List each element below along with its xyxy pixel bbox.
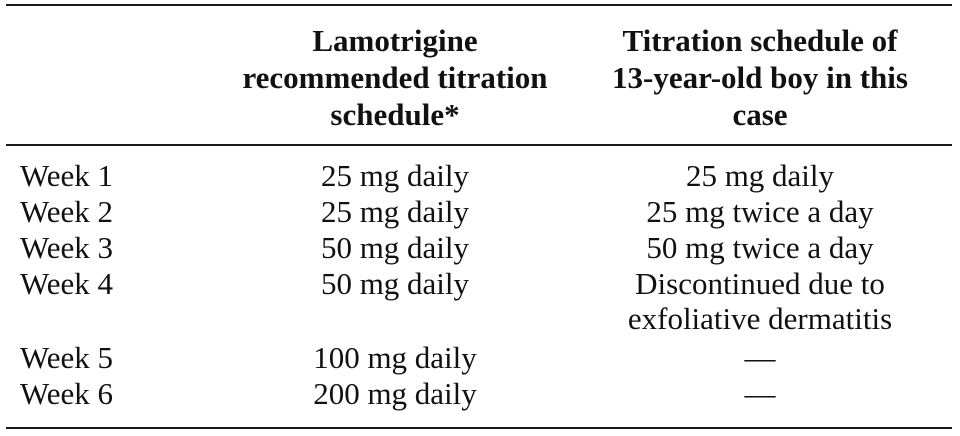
recommended-dose: 200 mg daily bbox=[313, 376, 477, 411]
case-dose: Discontinued due to exfoliative dermatit… bbox=[627, 266, 893, 336]
week-label: Week 6 bbox=[20, 376, 114, 411]
table-header-rule bbox=[6, 144, 952, 146]
week-label: Week 4 bbox=[20, 266, 114, 301]
case-dose: 50 mg twice a day bbox=[646, 230, 874, 265]
header-case-schedule: Titration schedule of 13-year-old boy in… bbox=[612, 23, 908, 132]
recommended-dose: 50 mg daily bbox=[320, 266, 470, 301]
recommended-dose: 50 mg daily bbox=[320, 230, 470, 265]
table-top-rule bbox=[6, 4, 952, 6]
week-label: Week 3 bbox=[20, 230, 114, 265]
recommended-dose: 100 mg daily bbox=[313, 340, 477, 375]
table-bottom-rule bbox=[6, 427, 952, 429]
week-label: Week 1 bbox=[20, 158, 114, 193]
header-recommended-schedule: Lamotrigine recommended titration schedu… bbox=[242, 23, 548, 132]
recommended-dose: 25 mg daily bbox=[320, 194, 470, 229]
case-dose: 25 mg daily bbox=[685, 158, 835, 193]
week-label: Week 2 bbox=[20, 194, 114, 229]
case-dose: — bbox=[744, 376, 776, 411]
case-dose: — bbox=[744, 340, 776, 375]
case-dose: 25 mg twice a day bbox=[646, 194, 874, 229]
recommended-dose: 25 mg daily bbox=[320, 158, 470, 193]
week-label: Week 5 bbox=[20, 340, 114, 375]
